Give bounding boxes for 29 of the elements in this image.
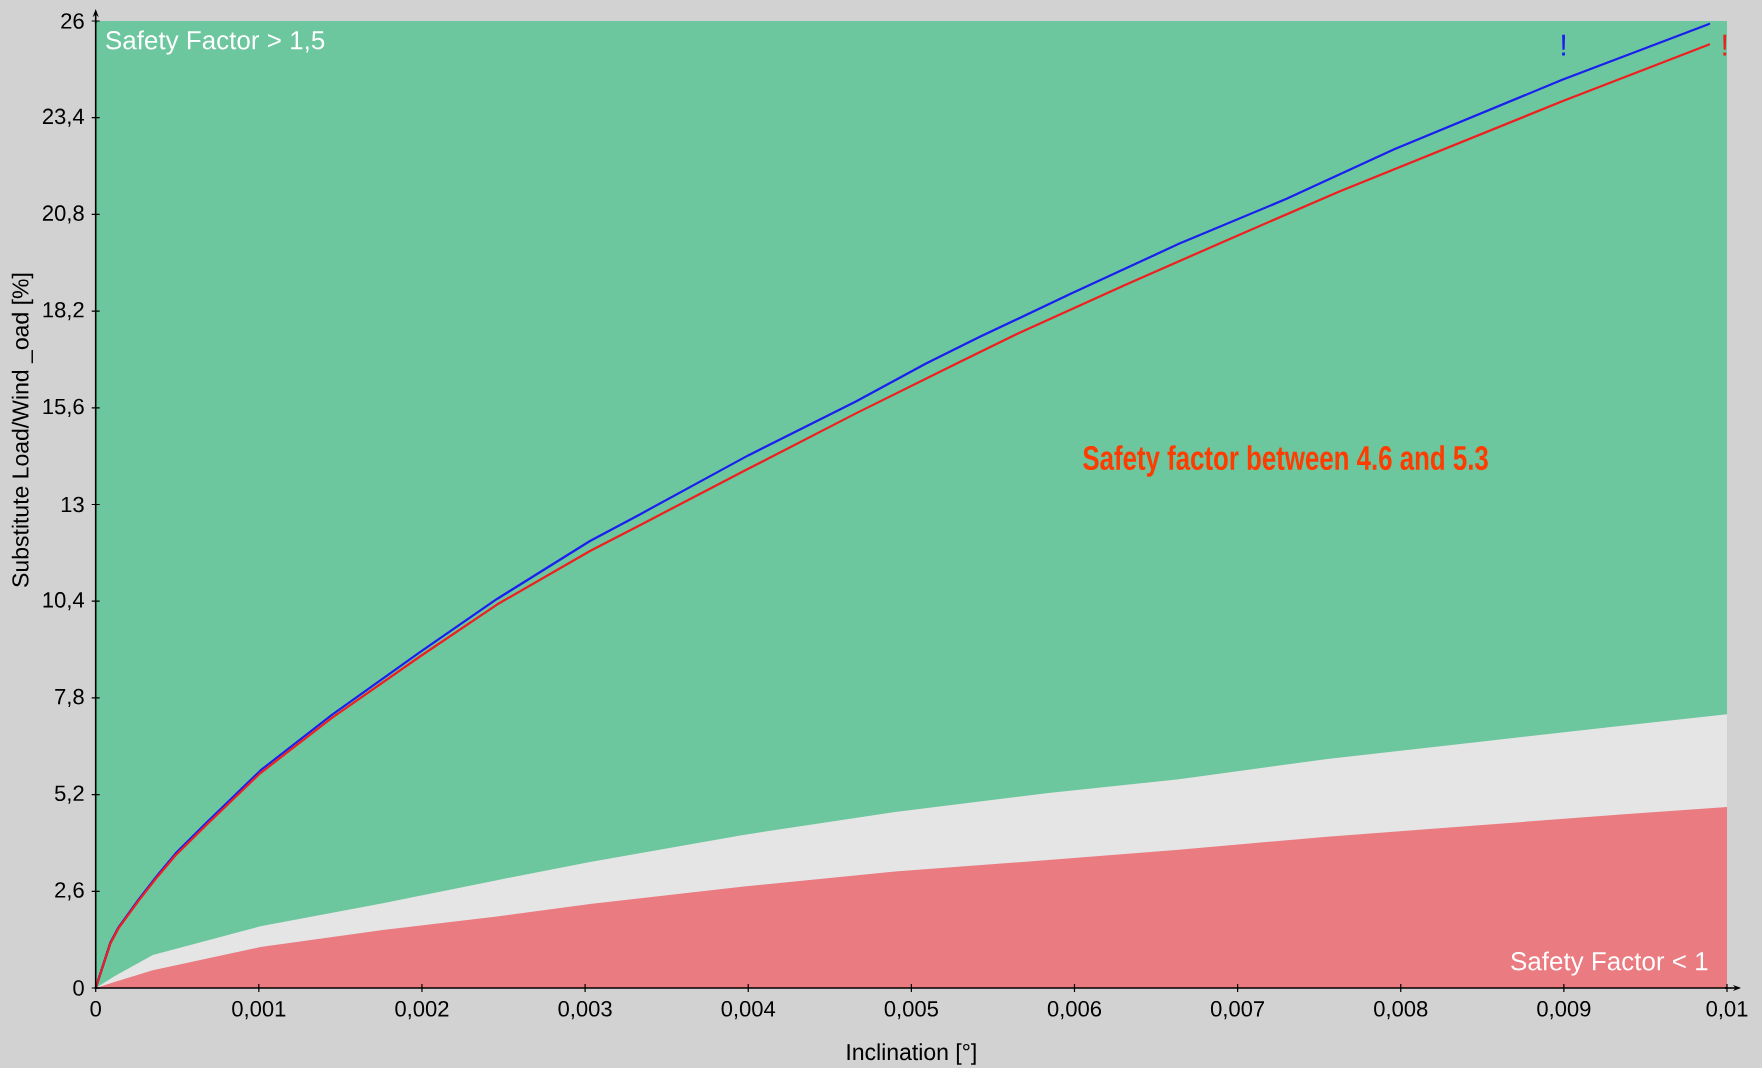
x-tick-label: 0,002 [395,1001,449,1020]
x-tick-label: 0,008 [1374,1001,1428,1020]
y-tick-label: 23,4 [42,108,85,127]
y-tick-label: 20,8 [42,205,84,224]
y-tick-label: 18,2 [43,301,84,321]
x-tick-label: 0 [90,1001,101,1017]
x-tick-label: 0,005 [884,1001,938,1020]
y-tick-label: 15,6 [43,398,84,417]
annotation: ! [1562,34,1566,56]
annotation: ! [1723,34,1727,56]
x-tick-label: 0,007 [1210,1001,1265,1020]
y-tick-label: 7,8 [55,688,84,707]
x-axis-title: Inclination [°] [847,1043,976,1065]
x-tick-label: 0,001 [232,1001,286,1020]
y-tick-label: 0 [73,980,84,996]
annotation: Safety factor between 4.6 and 5.3 [1083,445,1488,477]
y-axis-title: Substitute Load/Wind _oad [%] [11,273,34,587]
y-tick-label: 13 [61,496,84,513]
series-label: Safety Factor < 1 [1511,951,1708,976]
x-tick-label: 0,01 [1706,1001,1748,1020]
y-tick-label: 5,2 [54,785,84,804]
band-label: Safety Factor > 1,5 [106,30,325,55]
y-tick-label: 2,6 [55,882,84,901]
y-tick-label: 26 [61,13,84,29]
y-tick-label: 10,4 [43,592,85,611]
x-tick-label: 0,004 [721,1001,776,1020]
x-tick-label: 0,003 [558,1001,612,1020]
x-tick-label: 0,009 [1537,1001,1591,1020]
x-tick-label: 0,006 [1047,1001,1102,1020]
